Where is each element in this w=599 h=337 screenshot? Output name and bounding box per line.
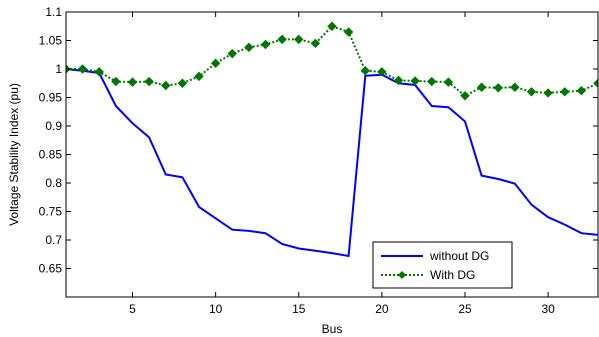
legend: without DG With DG: [373, 242, 512, 288]
x-tick-label: 30: [541, 302, 555, 316]
y-tick-label: 0.65: [39, 262, 63, 276]
y-tick-label: 1.05: [39, 34, 63, 48]
y-tick-label: 0.85: [39, 148, 63, 162]
y-axis-title: Voltage Stability Index (pu): [7, 83, 21, 226]
y-tick-label: 0.95: [39, 91, 63, 105]
legend-label-without-dg: without DG: [429, 249, 489, 263]
plot-area: [66, 12, 598, 297]
x-tick-label: 5: [129, 302, 136, 316]
y-tick-label: 0.75: [39, 205, 63, 219]
x-tick-label: 15: [292, 302, 306, 316]
x-tick-label: 25: [458, 302, 472, 316]
y-tick-label: 0.9: [45, 119, 62, 133]
y-tick-label: 0.8: [45, 176, 62, 190]
y-tick-label: 0.7: [45, 233, 62, 247]
y-tick-label: 1: [55, 62, 62, 76]
plot-background: [66, 12, 598, 297]
x-axis-title: Bus: [322, 322, 343, 336]
x-tick-label: 10: [209, 302, 223, 316]
y-tick-label: 1.1: [45, 5, 62, 19]
x-tick-label: 20: [375, 302, 389, 316]
legend-label-with-dg: With DG: [430, 268, 475, 282]
